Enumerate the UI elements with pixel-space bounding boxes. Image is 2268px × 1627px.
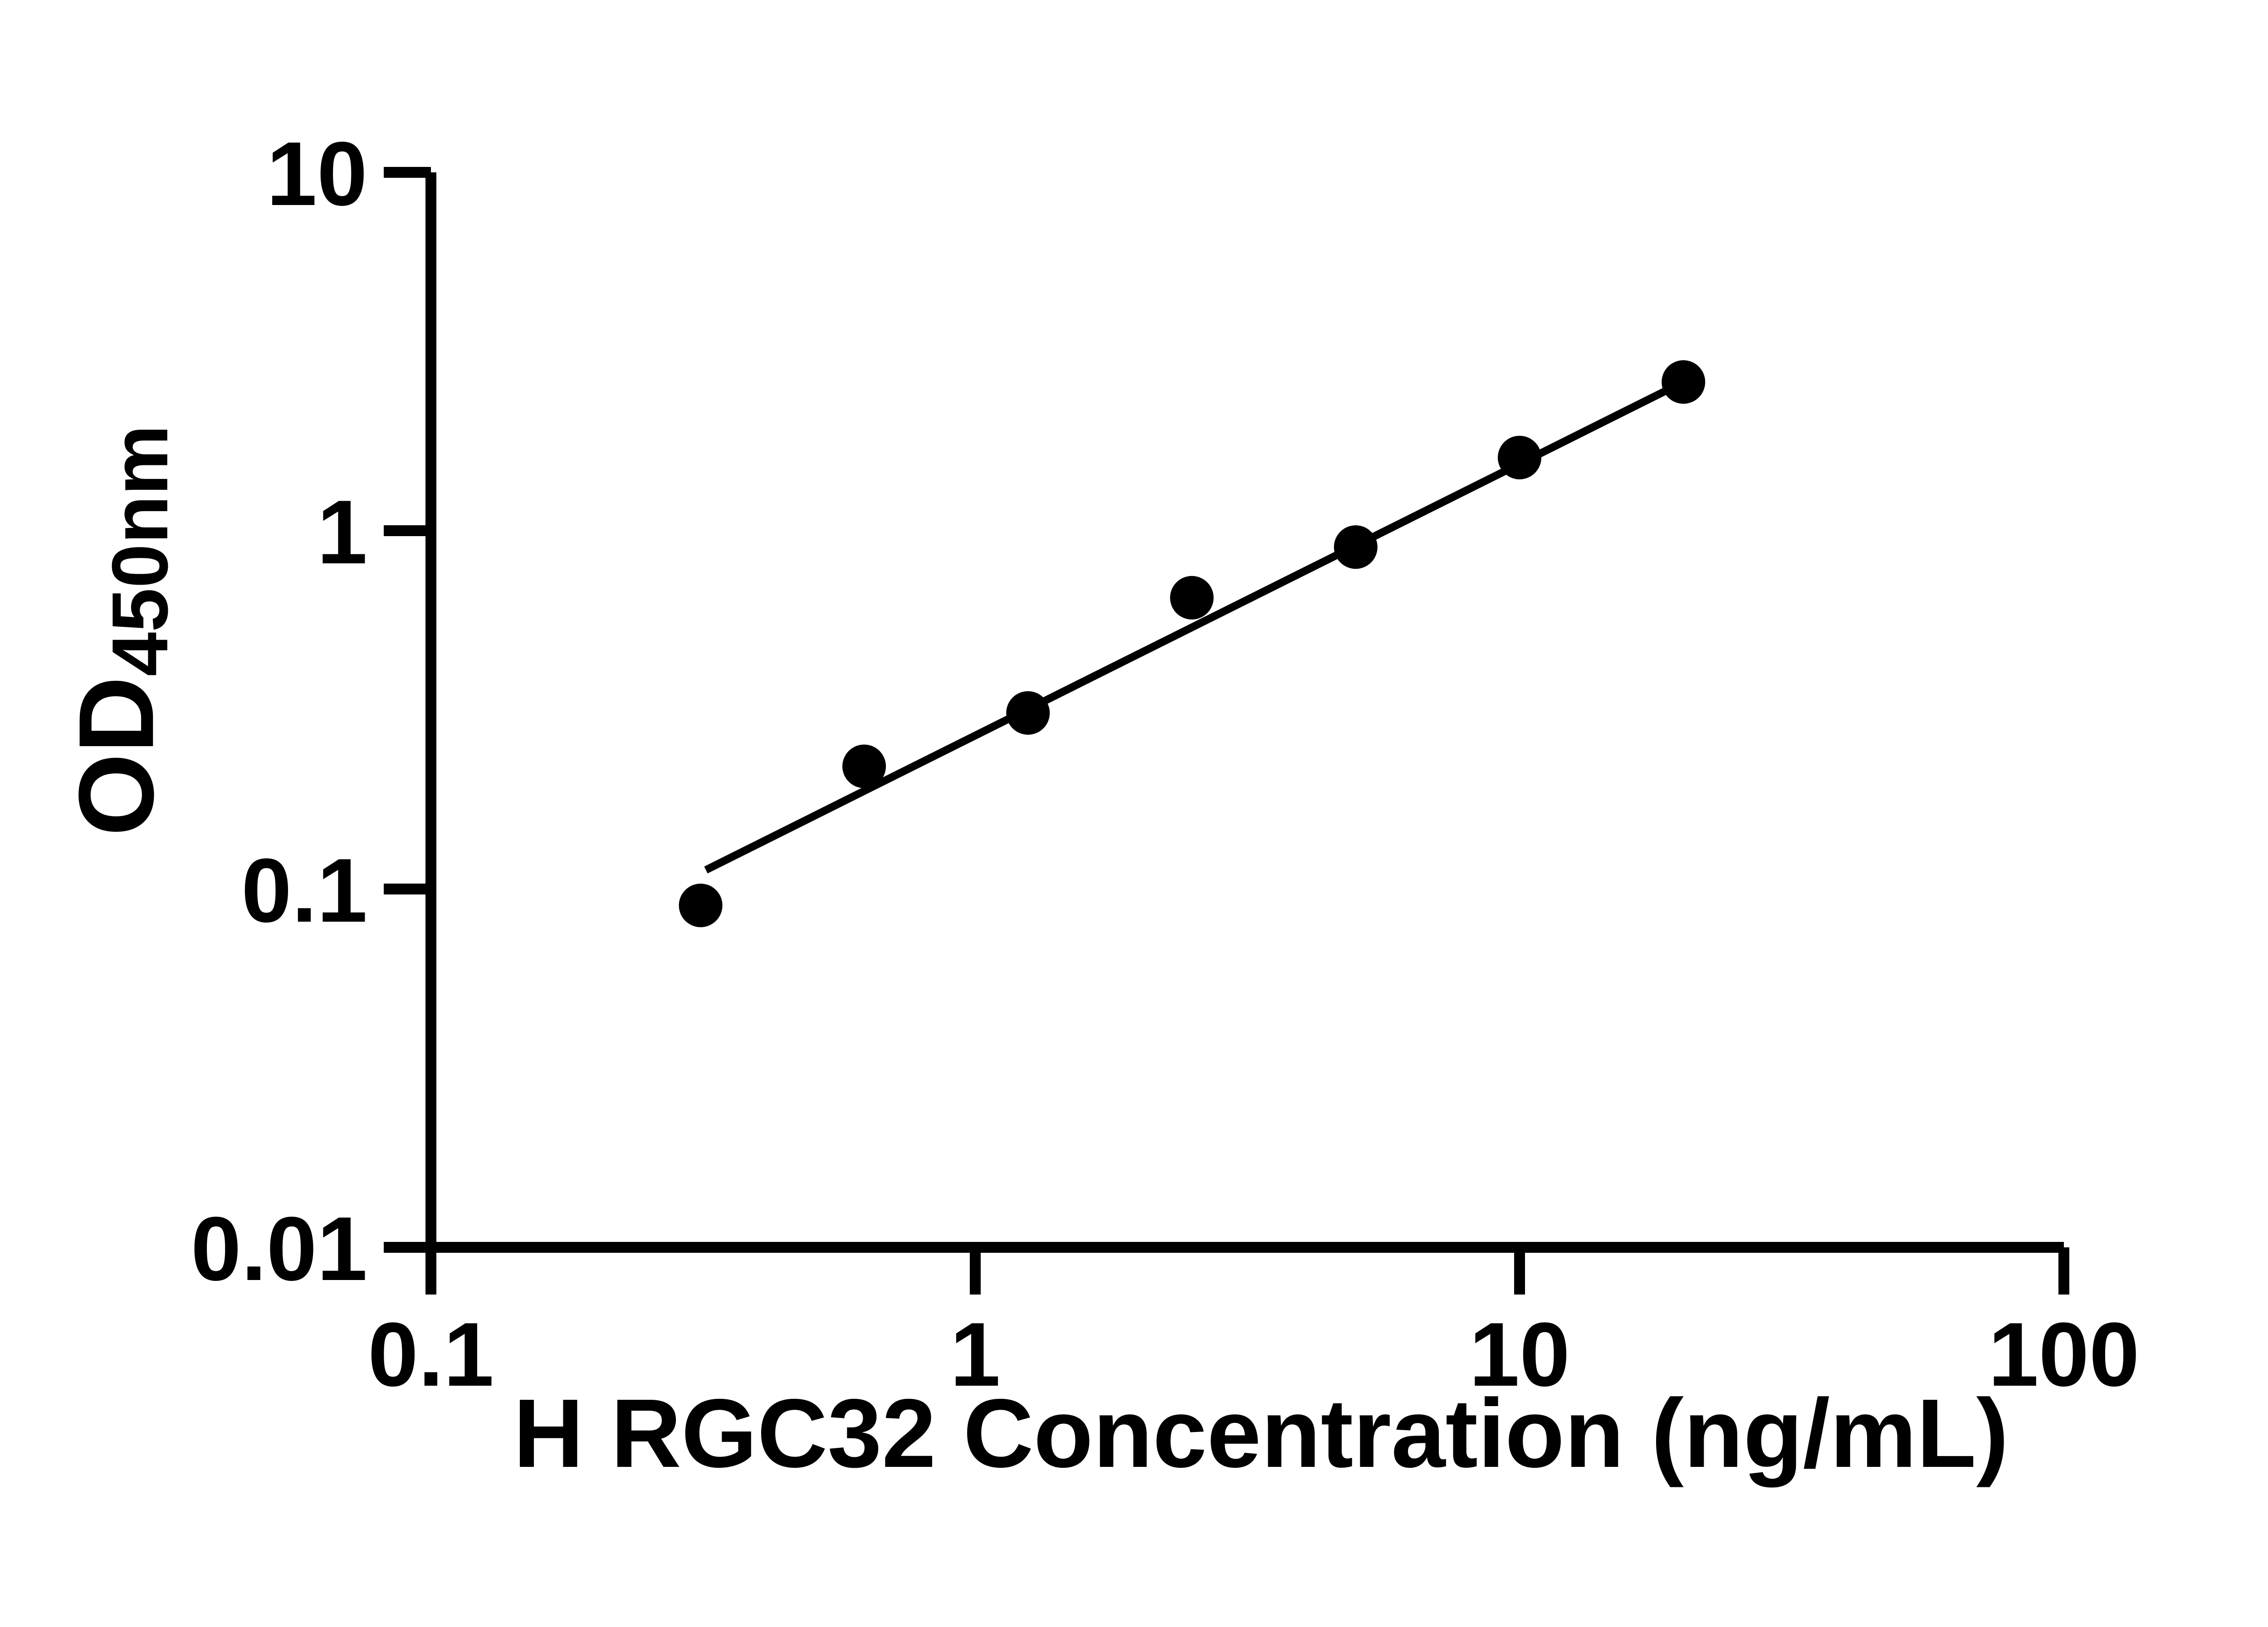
data-point-4 <box>1170 576 1214 620</box>
data-point-2 <box>842 744 886 788</box>
data-point-1 <box>679 884 723 928</box>
x-tick-label-100: 100 <box>1988 1304 2140 1405</box>
x-tick-label-10: 10 <box>1469 1304 1570 1405</box>
y-tick-label-0.01: 0.01 <box>191 1198 367 1300</box>
y-tick-label-1: 1 <box>317 482 367 583</box>
x-tick-label-1: 1 <box>950 1304 1000 1405</box>
data-point-3 <box>1006 691 1050 735</box>
y-axis-title-subscript: 450nm <box>96 425 185 676</box>
x-tick-label-0.1: 0.1 <box>368 1304 494 1405</box>
data-point-7 <box>1662 360 1706 404</box>
y-axis-title: OD450nm <box>54 425 186 836</box>
y-axis-title-main: OD <box>56 676 176 836</box>
data-point-5 <box>1334 525 1378 569</box>
x-axis-title: H RGC32 Concentration (ng/mL) <box>513 1378 2009 1488</box>
data-point-6 <box>1498 435 1541 479</box>
y-tick-label-0.1: 0.1 <box>241 840 367 941</box>
axis-lines <box>425 172 2064 1253</box>
y-tick-label-10: 10 <box>267 123 367 225</box>
